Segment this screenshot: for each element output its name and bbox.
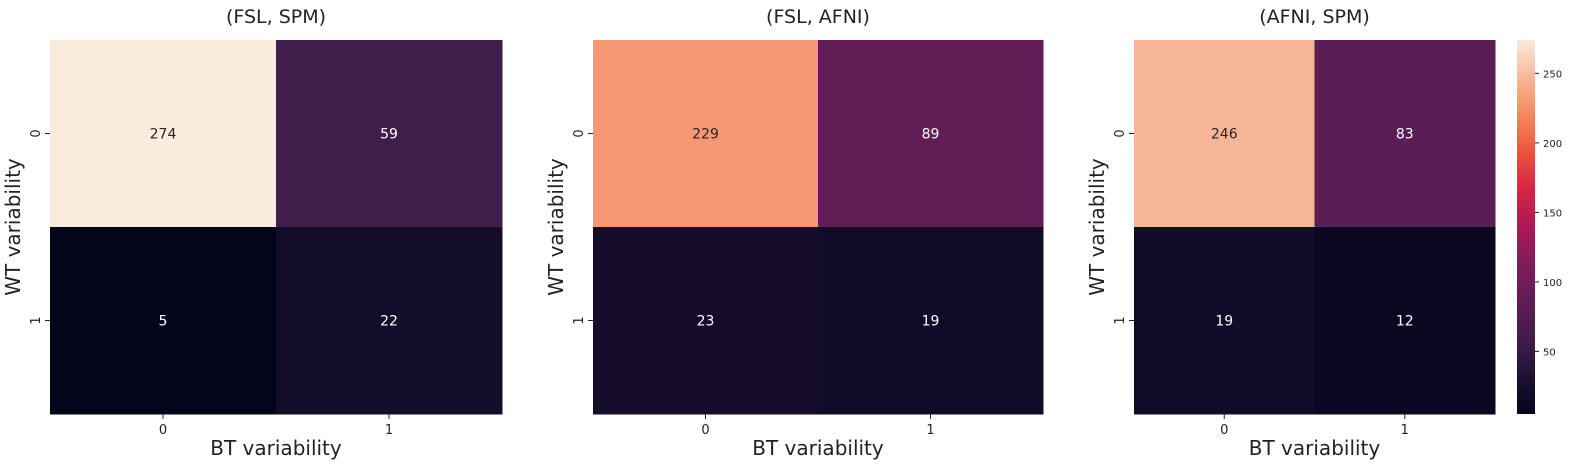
heatmap-cell (818, 40, 1044, 228)
heatmap-cell (1314, 227, 1496, 415)
cell-value-label: 5 (159, 314, 168, 330)
x-axis-label: BT variability (210, 436, 342, 460)
x-tick-label: 0 (1220, 423, 1228, 438)
heatmap-cell (276, 40, 503, 228)
colorbar: 50 100 150 200 250 (1517, 40, 1562, 414)
cell-value-label: 229 (692, 127, 719, 143)
y-tick-label: 0 (572, 129, 587, 137)
y-tick-label: 1 (29, 316, 44, 324)
colorbar-tick-label: 100 (1543, 278, 1562, 289)
heatmap-cell (276, 227, 503, 415)
x-tick-label: 1 (385, 423, 393, 438)
heatmap-panel-1: 274 59 5 22 (FSL, SPM) 0 1 0 1 BT variability WT v… (1, 6, 503, 460)
x-tick-label: 0 (159, 423, 167, 438)
x-axis-label: BT variability (752, 436, 884, 460)
cell-value-label: 274 (150, 127, 177, 143)
panel-title: (FSL, AFNI) (766, 6, 870, 28)
y-axis-label: WT variability (1085, 158, 1109, 296)
heatmap-cell (818, 227, 1044, 415)
cell-value-label: 89 (922, 127, 940, 143)
heatmap-cell (1314, 40, 1496, 228)
colorbar-tick-label: 200 (1543, 139, 1562, 150)
x-tick-label: 1 (926, 423, 934, 438)
cell-value-label: 12 (1396, 314, 1414, 330)
colorbar-gradient (1517, 40, 1535, 414)
heatmap-cell (50, 40, 277, 228)
panel-title: (FSL, SPM) (226, 6, 326, 28)
x-axis-label: BT variability (1249, 436, 1381, 460)
cell-value-label: 246 (1211, 127, 1238, 143)
cell-value-label: 23 (697, 314, 715, 330)
cell-value-label: 22 (380, 314, 398, 330)
y-axis-label: WT variability (1, 158, 25, 296)
y-tick-label: 0 (1113, 129, 1128, 137)
panel-title: (AFNI, SPM) (1259, 6, 1370, 28)
heatmap-cell (1134, 40, 1315, 228)
y-tick-label: 1 (1113, 316, 1128, 324)
y-axis-label: WT variability (544, 158, 568, 296)
heatmap-cell (593, 227, 819, 415)
y-tick-label: 1 (572, 316, 587, 324)
heatmap-panel-3: 246 83 19 12 (AFNI, SPM) 0 1 0 1 BT variability WT… (1085, 6, 1496, 460)
heatmap-cell (50, 227, 277, 415)
cell-value-label: 19 (922, 314, 940, 330)
cell-value-label: 19 (1215, 314, 1233, 330)
colorbar-tick-label: 250 (1543, 69, 1562, 80)
heatmap-cell (1134, 227, 1315, 415)
x-tick-label: 1 (1401, 423, 1409, 438)
cell-value-label: 59 (380, 127, 398, 143)
heatmap-cell (593, 40, 819, 228)
cell-value-label: 83 (1396, 127, 1414, 143)
colorbar-tick-label: 50 (1543, 347, 1556, 358)
y-tick-label: 0 (29, 129, 44, 137)
colorbar-tick-label: 150 (1543, 208, 1562, 219)
heatmap-panel-2: 229 89 23 19 (FSL, AFNI) 0 1 0 1 BT variability WT… (544, 6, 1044, 460)
x-tick-label: 0 (701, 423, 709, 438)
